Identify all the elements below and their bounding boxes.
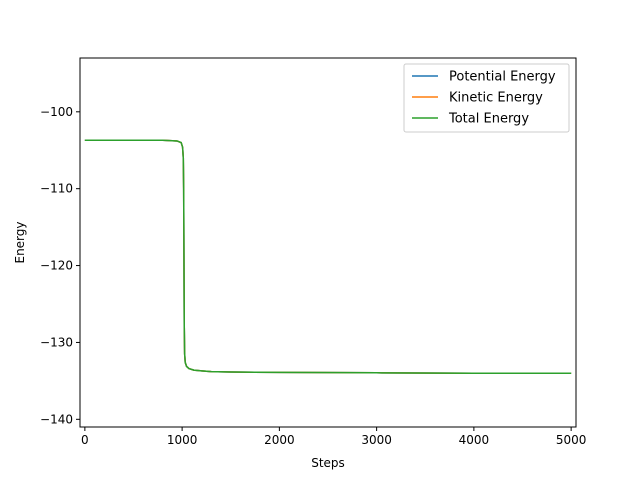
y-tick-label: −100 [40,105,73,119]
x-axis: 0 1000 2000 3000 4000 5000 [81,427,586,447]
y-axis-label: Energy [13,221,27,263]
x-tick-label: 1000 [167,433,198,447]
y-axis: −100 −110 −120 −130 −140 [40,105,80,426]
x-tick-label: 2000 [264,433,295,447]
legend-label-0: Potential Energy [449,70,556,85]
x-tick-label: 0 [81,433,89,447]
y-tick-label: −110 [40,182,73,196]
series-layer [84,139,572,374]
legend: Potential Energy Kinetic Energy Total Ener… [403,63,570,133]
plot-frame [79,57,577,428]
legend-label-1: Kinetic Energy [449,91,543,106]
legend-label-2: Total Energy [448,112,529,127]
legend-box [403,63,570,133]
y-tick-label: −120 [40,259,73,273]
y-tick-label: −140 [40,412,73,426]
x-tick-label: 3000 [361,433,392,447]
series-line-2 [84,139,572,374]
x-axis-label: Steps [311,456,345,470]
x-tick-label: 4000 [459,433,490,447]
x-tick-label: 5000 [556,433,587,447]
y-tick-label: −130 [40,335,73,349]
